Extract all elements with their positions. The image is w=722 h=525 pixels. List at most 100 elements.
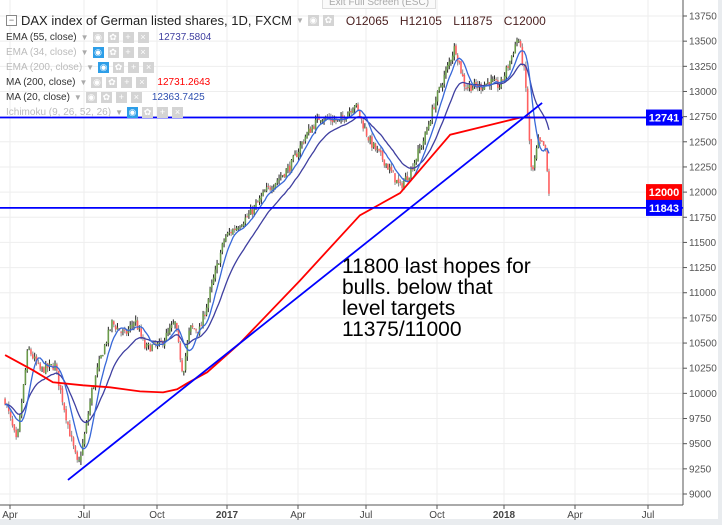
candle-body [431, 107, 434, 121]
close-icon[interactable]: × [137, 32, 149, 43]
candle-body [347, 113, 349, 119]
candle-body [92, 386, 95, 389]
candle-body [321, 120, 324, 122]
candle-body [226, 233, 229, 236]
candle-body [193, 328, 196, 330]
candle-body [475, 82, 477, 86]
candle-body [197, 331, 199, 333]
indicator-label[interactable]: EMA (55, close) [6, 32, 77, 43]
candle-body [532, 166, 534, 170]
chevron-down-icon[interactable]: ▼ [115, 108, 123, 117]
gear-icon[interactable]: ✿ [322, 15, 334, 26]
candle-body [109, 329, 111, 331]
indicator-label[interactable]: MA (200, close) [6, 77, 76, 88]
collapse-legend-icon[interactable]: − [6, 15, 17, 26]
x-tick-label: Jul [78, 510, 91, 521]
gear-icon[interactable]: ✿ [107, 32, 119, 43]
close-icon[interactable]: × [171, 107, 183, 118]
candle-body [33, 356, 36, 359]
candle-body [535, 147, 538, 159]
candle-body [218, 264, 220, 266]
candle-body [526, 88, 529, 117]
candle-body [76, 452, 79, 460]
candle-body [488, 82, 491, 86]
candle-body [248, 214, 250, 217]
candle-body [350, 111, 353, 113]
candle-body [455, 45, 457, 55]
candle-body [424, 132, 426, 143]
gear-icon[interactable]: ✿ [106, 77, 118, 88]
chevron-down-icon[interactable]: ▼ [80, 33, 89, 42]
indicator-label[interactable]: EMA (200, close) [6, 62, 83, 73]
candle-body [280, 176, 282, 178]
plus-icon[interactable]: + [115, 92, 127, 103]
eye-icon[interactable]: ◉ [307, 15, 319, 26]
close-icon[interactable]: × [143, 62, 155, 73]
candle-body [91, 388, 93, 404]
plus-icon[interactable]: + [156, 107, 168, 118]
candle-body [129, 325, 132, 329]
candle-body [41, 366, 43, 369]
candle-body [292, 156, 295, 160]
chevron-down-icon[interactable]: ▼ [79, 78, 88, 87]
candle-body [288, 165, 291, 172]
candle-body [388, 167, 391, 170]
exit-fullscreen-tooltip[interactable]: Exit Full Screen (ESC) [322, 0, 437, 9]
plus-icon[interactable]: + [122, 32, 134, 43]
candle-body [313, 126, 315, 129]
candle-body [335, 119, 337, 121]
close-icon[interactable]: × [130, 92, 142, 103]
close-icon[interactable]: × [136, 77, 148, 88]
candle-body [436, 90, 439, 102]
candle-body [69, 424, 71, 437]
candle-body [435, 100, 437, 110]
chevron-down-icon[interactable]: ▼ [73, 93, 82, 102]
y-tick-label: 12500 [689, 137, 717, 148]
gear-icon[interactable]: ✿ [107, 47, 119, 58]
chevron-down-icon[interactable]: ▼ [80, 48, 89, 57]
candle-body [441, 84, 444, 88]
chevron-down-icon[interactable]: ▼ [86, 63, 95, 72]
plus-icon[interactable]: + [128, 62, 140, 73]
candle-body [367, 137, 370, 141]
plus-icon[interactable]: + [121, 77, 133, 88]
candle-body [11, 418, 14, 426]
chevron-down-icon[interactable]: ▼ [295, 16, 304, 25]
candle-body [242, 223, 245, 227]
close-value: C12000 [503, 13, 546, 28]
eye-icon[interactable]: ◉ [92, 32, 104, 43]
candle-body [548, 171, 550, 194]
candle-body [125, 330, 128, 334]
gear-icon[interactable]: ✿ [100, 92, 112, 103]
eye-icon[interactable]: ◉ [126, 107, 138, 118]
candle-body [372, 142, 375, 148]
eye-icon[interactable]: ◉ [92, 47, 104, 58]
candle-body [244, 217, 247, 224]
candle-body [114, 325, 117, 330]
gear-icon[interactable]: ✿ [141, 107, 153, 118]
candle-body [503, 75, 506, 81]
plus-icon[interactable]: + [122, 47, 134, 58]
candle-body [357, 104, 359, 110]
candle-body [278, 178, 280, 181]
candle-body [260, 195, 263, 200]
candle-body [461, 73, 464, 77]
candle-body [369, 137, 371, 142]
candle-body [39, 363, 42, 370]
indicator-label[interactable]: Ichimoku (9, 26, 52, 26) [6, 107, 112, 118]
candle-body [355, 103, 358, 106]
chart-legend: − DAX index of German listed shares, 1D,… [6, 11, 554, 120]
indicator-label[interactable]: MA (20, close) [6, 92, 70, 103]
candle-body [481, 88, 484, 90]
eye-icon[interactable]: ◉ [85, 92, 97, 103]
eye-icon[interactable]: ◉ [98, 62, 110, 73]
close-icon[interactable]: × [137, 47, 149, 58]
candle-body [219, 252, 222, 264]
y-tick-label: 13000 [689, 87, 717, 98]
candle-body [131, 324, 133, 326]
gear-icon[interactable]: ✿ [113, 62, 125, 73]
eye-icon[interactable]: ◉ [91, 77, 103, 88]
indicator-label[interactable]: EMA (34, close) [6, 47, 77, 58]
candle-body [296, 153, 298, 157]
